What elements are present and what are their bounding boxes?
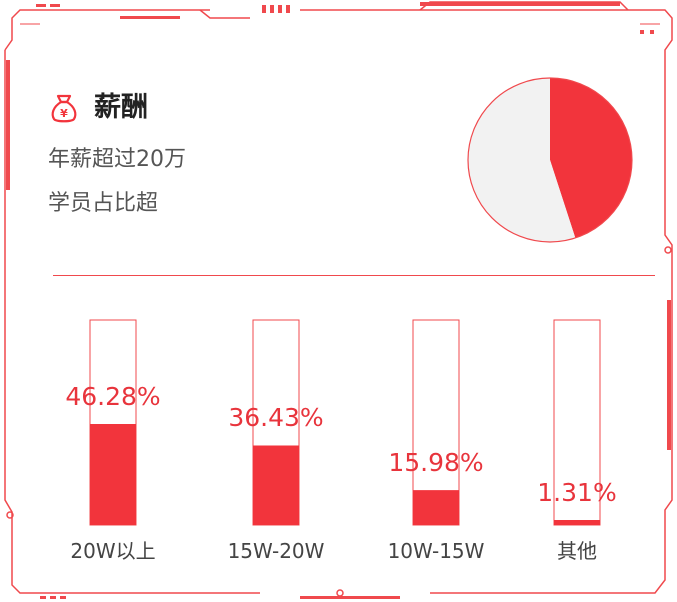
category-label: 10W-15W bbox=[387, 539, 485, 563]
money-bag-yen-icon: ¥ bbox=[51, 94, 77, 123]
bar bbox=[554, 520, 600, 525]
section-divider bbox=[53, 275, 655, 276]
bar-value-label: 36.43% bbox=[228, 403, 324, 433]
pie-slice-1 bbox=[467, 78, 576, 242]
svg-text:¥: ¥ bbox=[60, 107, 68, 120]
pie-chart bbox=[467, 77, 633, 243]
bar-value-label: 46.28% bbox=[65, 382, 161, 411]
category-label: 其他 bbox=[557, 539, 597, 563]
bar-value-label: 15.98% bbox=[388, 448, 484, 478]
description-line-2: 学员占比超 bbox=[48, 191, 159, 216]
description-line-1: 年薪超过20万 bbox=[48, 147, 186, 172]
bar bbox=[253, 445, 299, 525]
pie-slice-0 bbox=[550, 78, 632, 238]
bar bbox=[90, 424, 136, 525]
pie-outline bbox=[467, 77, 633, 243]
bar bbox=[413, 490, 459, 525]
page-title: 薪酬 bbox=[94, 92, 148, 123]
bar-value-label: 1.31% bbox=[537, 478, 617, 507]
category-label: 20W以上 bbox=[70, 539, 156, 563]
category-label: 15W-20W bbox=[227, 539, 325, 563]
